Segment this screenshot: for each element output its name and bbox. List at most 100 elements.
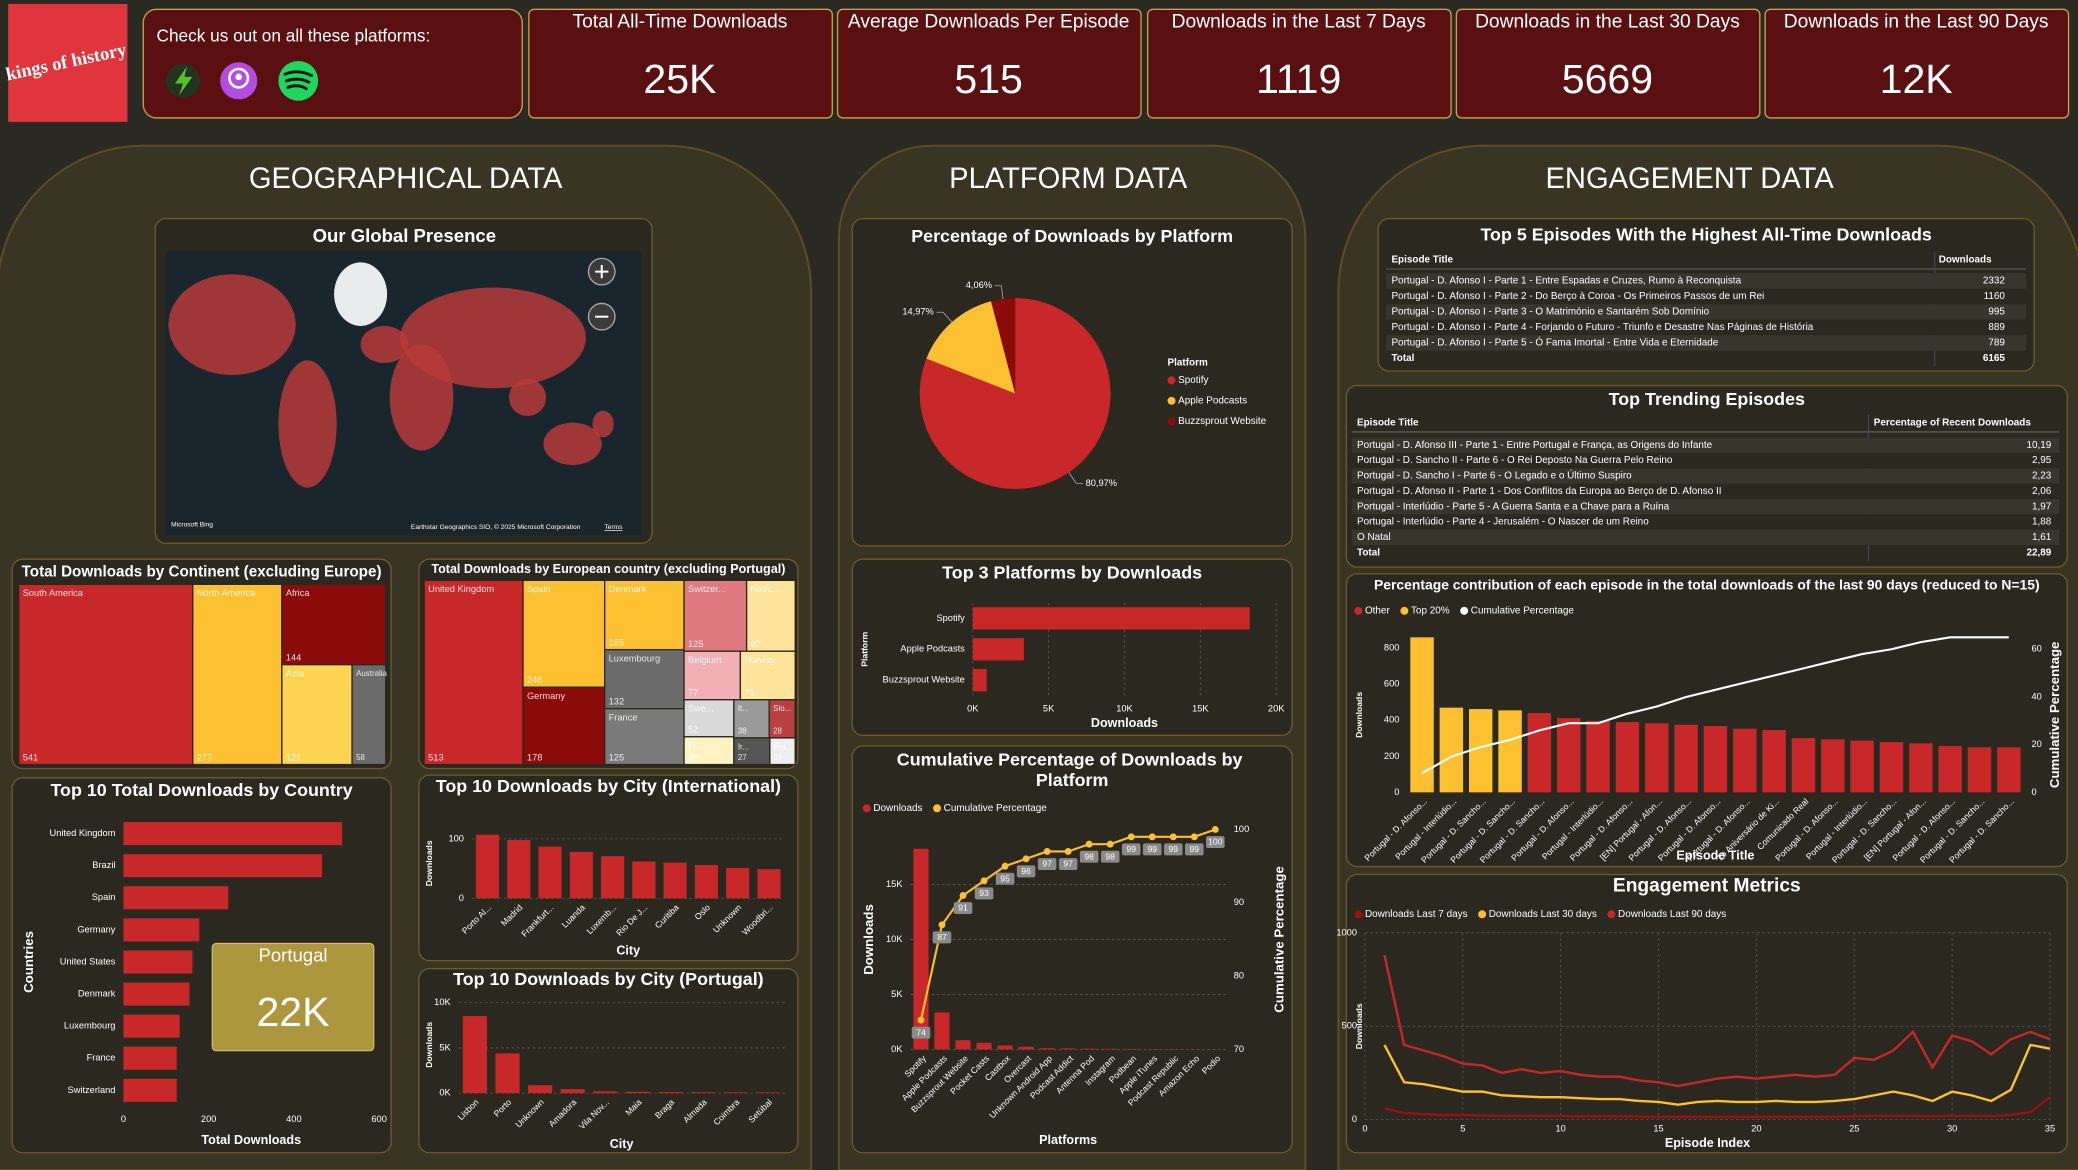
bar	[1615, 722, 1640, 793]
column-header: Percentage of Recent Downloads	[1874, 417, 2032, 428]
bar	[1879, 742, 1904, 793]
chart-title: Top 10 Downloads by City (Portugal)	[453, 969, 764, 989]
chart-title: Total Downloads by European country (exc…	[431, 562, 785, 576]
kpi-card	[1146, 8, 1452, 119]
bar	[976, 1042, 992, 1050]
legend-swatch	[1167, 376, 1176, 385]
bar	[1674, 724, 1698, 793]
spotify-icon[interactable]	[278, 60, 319, 101]
data-label: 87	[937, 932, 947, 942]
land	[400, 287, 586, 389]
cell-label: United Kingdom	[428, 584, 494, 594]
bar	[1081, 1048, 1097, 1050]
cell-label: Germany	[527, 691, 565, 701]
data-label: 95	[1000, 873, 1010, 883]
bar	[123, 1046, 177, 1070]
total-label: Total	[1391, 353, 1414, 364]
y-axis-label: Countries	[21, 931, 36, 993]
x-tick-label: 600	[371, 1114, 386, 1124]
label-box	[1037, 858, 1057, 871]
legend-swatch	[1607, 910, 1616, 919]
kpi-label: Downloads in the Last 30 Days	[1475, 12, 1740, 33]
leader-line	[1068, 472, 1083, 484]
cell: 2,23	[2032, 471, 2052, 482]
bar	[560, 1089, 585, 1094]
cell-value: 28	[773, 726, 782, 735]
pie-slice	[991, 298, 1016, 394]
y-tick-label: 5K	[439, 1042, 451, 1052]
treemap-cell	[522, 686, 606, 766]
leader-line	[936, 311, 953, 323]
cell-label: Australia	[356, 669, 387, 678]
kpi-label: Downloads in the Last 7 Days	[1172, 12, 1426, 33]
legend-label: Downloads Last 90 days	[1618, 909, 1726, 920]
line-marker	[917, 1016, 925, 1024]
treemap-cell	[522, 579, 606, 688]
bar	[972, 638, 1024, 661]
treemap-cell	[683, 650, 742, 701]
x-axis-label: Episode Index	[1665, 1136, 1750, 1150]
land	[278, 360, 337, 488]
chart-title: Top 10 Downloads by City (International)	[436, 776, 781, 796]
bar	[123, 1078, 177, 1102]
treemap-cell	[733, 737, 771, 766]
table-title: Top Trending Episodes	[1609, 389, 1805, 409]
chart-panel	[418, 967, 799, 1154]
x-tick-label: 5	[1460, 1123, 1465, 1133]
treemap-cell	[281, 664, 353, 766]
data-label: 4,06%	[966, 280, 992, 290]
table-row	[1386, 304, 2027, 320]
land	[168, 274, 296, 375]
legend-swatch	[862, 804, 871, 813]
country-card	[211, 942, 375, 1052]
legend-label: Buzzsprout Website	[1178, 416, 1267, 427]
cell-value: 132	[609, 696, 624, 706]
bar	[757, 869, 781, 899]
chart-panel	[1345, 873, 2068, 1154]
line-marker	[938, 921, 946, 929]
y2-tick-label: 60	[2031, 644, 2041, 654]
podcast-ring	[228, 67, 250, 89]
data-label: 97	[1042, 859, 1052, 869]
bar	[756, 1092, 781, 1094]
bar	[972, 607, 1250, 630]
line	[1383, 954, 2051, 1088]
data-label: 100	[1208, 837, 1223, 847]
pie-slice	[926, 301, 1016, 394]
column-header: Episode Title	[1357, 417, 1419, 428]
data-label: 99	[1147, 844, 1157, 854]
cell: Portugal - D. Sancho I - Parte 6 - O Leg…	[1357, 471, 1632, 482]
data-label: 14,97%	[902, 307, 933, 317]
line-marker	[980, 877, 988, 885]
map-terms[interactable]: Terms	[604, 524, 623, 531]
treemap-cell	[739, 650, 796, 701]
zoom-in-sign	[595, 265, 609, 279]
apple-podcasts-icon[interactable]	[220, 62, 258, 100]
cell-value: 38	[738, 726, 747, 735]
cell-value: 19	[774, 753, 783, 762]
kpi-card	[1764, 8, 2070, 119]
legend-title: Platform	[1168, 358, 1208, 369]
kpi-value: 515	[954, 56, 1023, 102]
spotify-waves	[283, 70, 314, 91]
bar	[1556, 718, 1581, 793]
section-title: GEOGRAPHICAL DATA	[249, 163, 563, 195]
greenland	[334, 262, 388, 326]
total-label: Total	[1357, 547, 1380, 558]
y2-tick-label: 100	[1234, 824, 1249, 834]
y-axis-label: Platform	[860, 631, 870, 666]
line-marker	[1106, 840, 1114, 848]
bar	[538, 846, 562, 899]
line	[1421, 636, 2009, 775]
label-box	[974, 887, 994, 900]
data-label: 98	[1105, 851, 1115, 861]
bar	[694, 865, 718, 899]
cell: Portugal - D. Afonso I - Parte 1 - Entre…	[1391, 276, 1741, 287]
label-box	[1163, 843, 1183, 856]
legend-swatch	[1400, 606, 1409, 615]
bar	[123, 886, 229, 910]
treemap-cell	[281, 583, 387, 666]
y-tick-label: 15K	[886, 879, 903, 889]
cell-label: Norway	[744, 655, 776, 665]
